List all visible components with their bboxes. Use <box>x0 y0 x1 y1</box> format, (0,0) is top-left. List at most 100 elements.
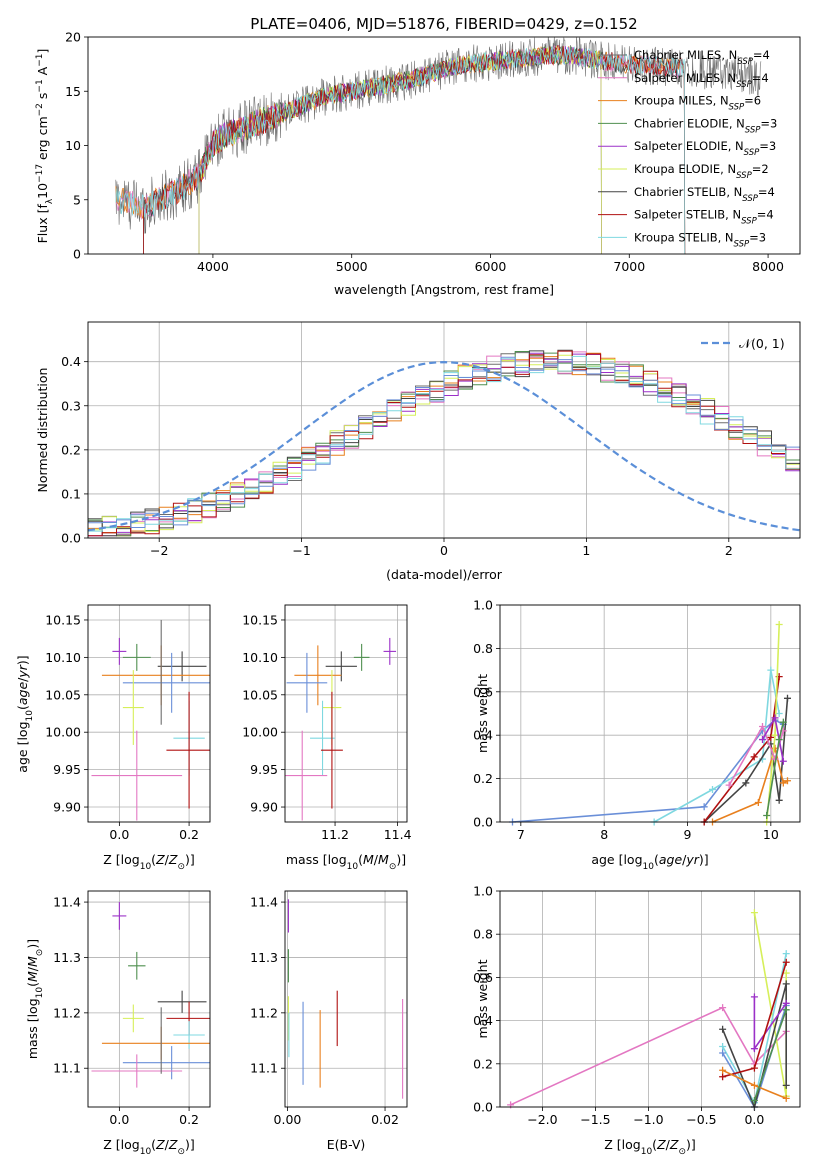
legend-label: Chabrier ELODIE, NSSP=3 <box>634 116 777 135</box>
y-tick-label: 0.8 <box>473 927 493 942</box>
axes-frame <box>284 604 408 823</box>
weight-marker <box>775 796 783 804</box>
x-axis-label: Z [log10(Z/Z⊙)] <box>604 1137 696 1157</box>
histogram-step <box>88 356 800 528</box>
weight-marker <box>750 1064 758 1072</box>
y-axis-label: mass weight <box>475 959 490 1038</box>
y-tick-label: 9.90 <box>250 800 278 815</box>
weight-marker <box>782 969 790 977</box>
weight-line <box>703 676 780 822</box>
y-tick-label: 11.2 <box>250 1005 278 1020</box>
y-tick-label: 0.0 <box>473 815 493 830</box>
y-tick-label: 10.15 <box>45 612 81 627</box>
axes-frame <box>87 604 211 823</box>
weight-marker <box>750 993 758 1001</box>
y-axis-label: mass weight <box>475 674 490 753</box>
x-axis-label: Z [log10(Z/Z⊙)] <box>103 852 195 872</box>
y-tick-label: 0.4 <box>61 354 81 369</box>
weight-marker <box>779 718 787 726</box>
weight-marker <box>771 731 779 739</box>
y-tick-label: 0.2 <box>61 442 81 457</box>
weight-marker <box>750 753 758 761</box>
x-axis-label: age [log10(age/yr)] <box>591 852 708 872</box>
y-tick-label: 11.1 <box>53 1061 81 1076</box>
y-tick-label: 11.1 <box>250 1061 278 1076</box>
gaussian-line <box>87 360 801 532</box>
x-tick-label: 5000 <box>336 259 368 274</box>
x-tick-label: 4000 <box>197 259 229 274</box>
y-tick-label: 15 <box>65 84 81 99</box>
x-tick-label: 8000 <box>752 259 784 274</box>
x-tick-label: 0.00 <box>274 1112 302 1127</box>
x-tick-label: 9 <box>684 827 692 842</box>
weight-marker <box>742 779 750 787</box>
y-tick-label: 10 <box>65 138 81 153</box>
y-tick-label: 1.0 <box>473 598 493 613</box>
weight-marker <box>782 980 790 988</box>
weight-marker <box>719 1073 727 1081</box>
panel-weight-vs-age: 7 8 9 10 0.0 0.2 0.4 0.6 0.8 1.0 age [log10(age/yr… <box>473 598 801 872</box>
axes-frame <box>87 36 801 255</box>
y-tick-label: 0.0 <box>61 531 81 546</box>
weight-marker <box>763 811 771 819</box>
weight-marker <box>782 958 790 966</box>
legend-label: Salpeter MILES, NSSP=4 <box>634 71 769 90</box>
y-tick-label: 10.05 <box>45 687 81 702</box>
x-tick-label: −2 <box>150 543 168 558</box>
x-tick-label: −1 <box>292 543 310 558</box>
x-tick-label: 11.2 <box>321 827 349 842</box>
y-tick-label: 0.2 <box>473 771 493 786</box>
y-axis-label: mass [log10(M/M⊙)] <box>25 939 45 1059</box>
panel-mass-vs-EBV: 0.00 0.02 11.1 11.2 11.3 11.4 E(B-V) <box>250 890 408 1152</box>
y-axis-label: Flux [fλ10−17 erg cm−2 s−1 A−1] <box>35 49 55 244</box>
y-tick-label: 0.2 <box>473 1056 493 1071</box>
legend-label: Salpeter STELIB, NSSP=4 <box>634 208 774 227</box>
x-tick-label: 0.0 <box>744 1112 764 1127</box>
x-tick-label: −1.5 <box>580 1112 610 1127</box>
y-tick-label: 10.10 <box>242 650 278 665</box>
x-axis-label: mass [log10(M/M⊙)] <box>286 852 406 872</box>
weight-marker <box>750 1045 758 1053</box>
x-tick-label: 0.0 <box>109 827 129 842</box>
panel-age-vs-mass: 11.2 11.4 9.90 9.95 10.00 10.05 10.10 10.15 mass… <box>242 604 412 872</box>
weight-marker <box>759 723 766 731</box>
x-tick-label: −1.0 <box>633 1112 663 1127</box>
weight-marker <box>782 999 790 1007</box>
y-tick-label: 11.3 <box>53 950 81 965</box>
weight-marker <box>719 1004 727 1012</box>
weight-marker <box>782 1081 790 1089</box>
x-axis-label: (data-model)/error <box>386 567 503 582</box>
x-tick-label: 7 <box>517 827 525 842</box>
panel-residuals: −2 −1 0 1 2 0.0 0.1 0.2 0.3 0.4 𝒩(0, 1) (data-model… <box>35 321 801 582</box>
x-axis-label: wavelength [Angstrom, rest frame] <box>334 282 554 297</box>
weight-marker <box>767 733 775 741</box>
y-tick-label: 0.4 <box>473 1013 493 1028</box>
y-axis-label: Normed distribution <box>35 368 50 493</box>
y-tick-label: 10.05 <box>242 687 278 702</box>
y-tick-label: 0.6 <box>473 684 493 699</box>
x-tick-label: 0.0 <box>109 1112 129 1127</box>
panel-age-vs-Z: 0.0 0.2 9.90 9.95 10.00 10.05 10.10 10.15 Z [log… <box>15 604 211 872</box>
weight-marker <box>750 909 758 917</box>
weight-marker <box>719 1066 727 1074</box>
legend-label: Kroupa ELODIE, NSSP=2 <box>634 162 769 181</box>
weight-line <box>753 1009 787 1101</box>
weight-marker <box>779 757 787 765</box>
weight-marker <box>784 777 791 785</box>
weight-marker <box>750 1081 758 1089</box>
x-tick-label: 7000 <box>613 259 645 274</box>
y-tick-label: 5 <box>73 192 81 207</box>
weight-marker <box>767 666 775 674</box>
y-tick-label: 0.8 <box>473 641 493 656</box>
y-tick-label: 11.4 <box>250 895 278 910</box>
panel-weight-vs-Z: −2.0 −1.5 −1.0 −0.5 0.0 0.0 0.2 0.4 0.6 0.8 1.0 Z [… <box>473 884 801 1157</box>
legend-label: Kroupa MILES, NSSP=6 <box>634 94 761 113</box>
y-tick-label: 10.00 <box>45 725 81 740</box>
weight-marker <box>719 1025 727 1033</box>
x-tick-label: −0.5 <box>686 1112 716 1127</box>
weight-marker <box>779 779 787 787</box>
y-tick-label: 9.95 <box>250 762 278 777</box>
y-tick-label: 0.1 <box>61 486 81 501</box>
legend-label: Chabrier MILES, NSSP=4 <box>634 48 770 67</box>
